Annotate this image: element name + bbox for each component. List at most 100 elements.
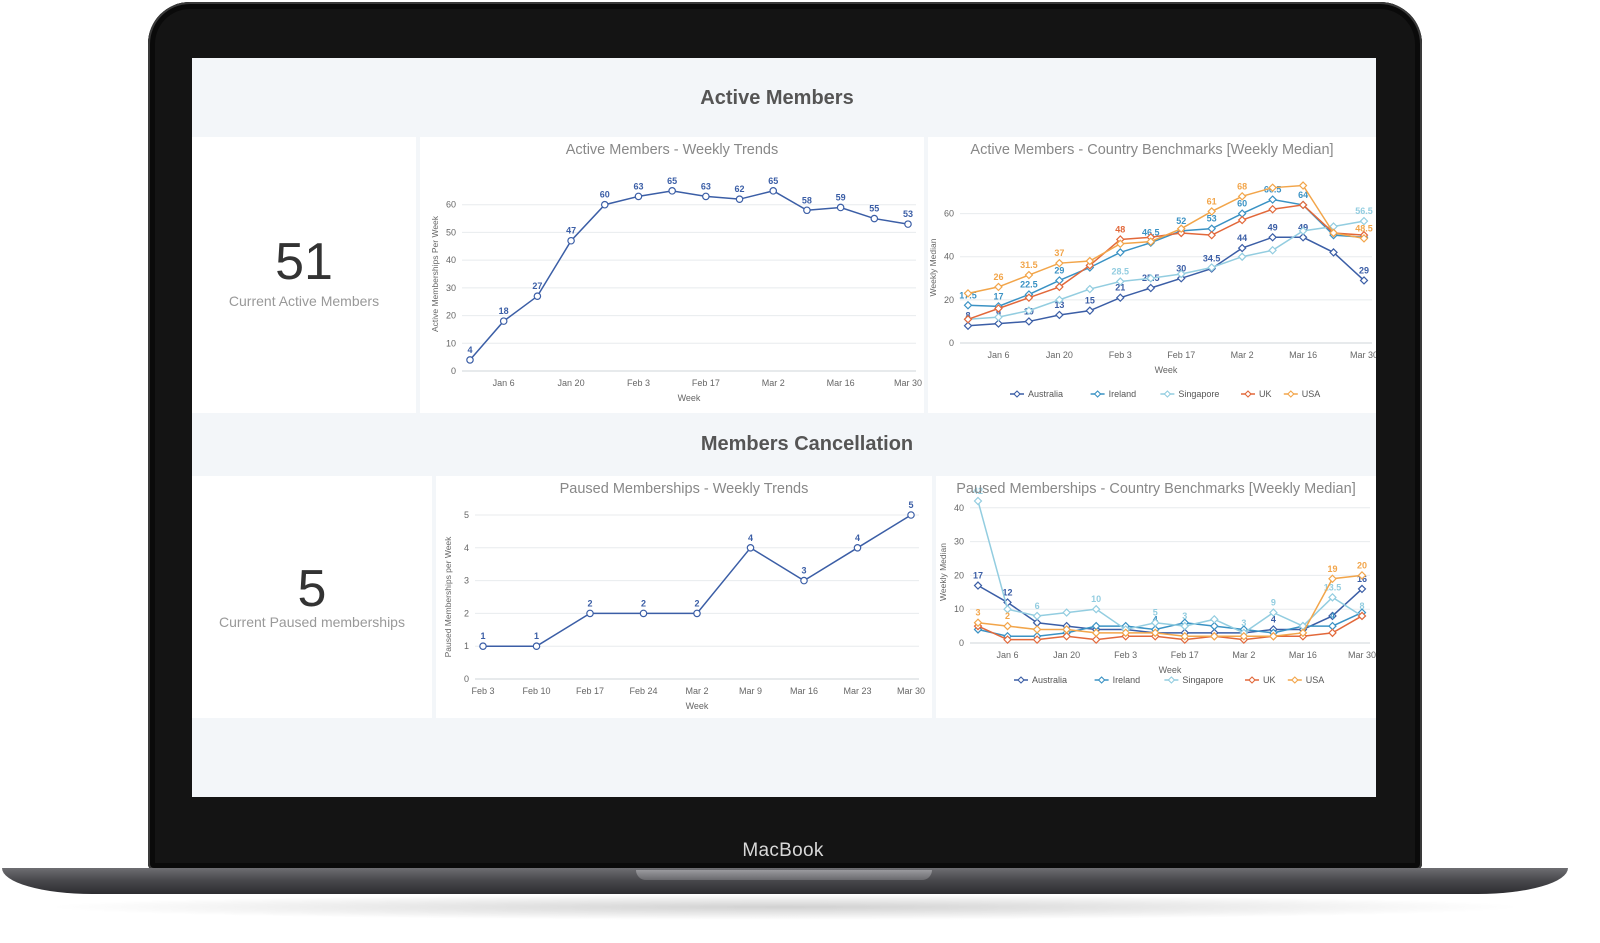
data-point — [479, 642, 487, 651]
data-label: 63 — [633, 181, 643, 191]
data-point — [769, 187, 778, 195]
data-label: 8 — [1359, 601, 1364, 611]
data-point — [1055, 282, 1064, 292]
data-point — [973, 618, 983, 628]
series-line — [977, 615, 1363, 641]
x-tick-label: Mar 2 — [1231, 350, 1254, 360]
laptop-shadow — [40, 894, 1530, 920]
chart-card-paused-bench: Paused Memberships - Country Benchmarks … — [936, 476, 1376, 718]
data-label: 31.5 — [1020, 260, 1038, 270]
y-tick-label: 10 — [446, 338, 456, 348]
data-point — [1328, 611, 1337, 621]
data-point — [1062, 625, 1071, 634]
y-tick-label: 20 — [446, 311, 456, 321]
data-label: 4 — [467, 345, 472, 355]
data-point — [1032, 625, 1042, 634]
data-point — [600, 200, 609, 209]
data-label: 68 — [1237, 181, 1247, 191]
data-label: 3 — [975, 608, 980, 618]
data-point — [994, 282, 1003, 292]
data-label: 5 — [908, 500, 913, 510]
data-point — [533, 292, 542, 300]
data-point — [746, 544, 755, 552]
data-point — [963, 300, 973, 310]
data-point — [1085, 284, 1095, 294]
x-tick-label: Mar 30 — [894, 378, 922, 388]
data-point — [800, 576, 808, 585]
x-tick-label: Jan 20 — [558, 378, 585, 388]
data-point — [1357, 584, 1367, 594]
data-point — [1298, 628, 1308, 638]
data-point — [1180, 621, 1190, 631]
data-point — [1237, 191, 1247, 201]
data-point — [1268, 183, 1277, 193]
data-point — [1268, 232, 1277, 242]
data-point — [1359, 234, 1369, 243]
y-tick-label: 60 — [446, 200, 456, 210]
data-label: 55 — [869, 204, 879, 214]
legend-marker — [1244, 390, 1252, 398]
chart-title: Paused Memberships - Weekly Trends — [559, 481, 809, 497]
x-tick-label: Mar 2 — [1232, 650, 1255, 660]
active-trend-chart: 0 10 20 30 40 50 60 Jan 6 Jan 20 Feb 3 Feb 17 Mar 2… — [430, 176, 922, 403]
y-tick-label: 0 — [959, 638, 964, 648]
data-label: 58 — [802, 195, 812, 205]
data-point — [1239, 631, 1249, 641]
x-tick-label: Jan 20 — [1053, 650, 1080, 660]
data-label: 9 — [1271, 598, 1276, 608]
series-line — [977, 584, 1363, 634]
x-tick-label: Mar 2 — [685, 686, 708, 696]
legend-marker — [1167, 676, 1176, 684]
data-label: 65 — [667, 176, 677, 186]
data-point — [1121, 628, 1131, 638]
y-tick-label: 40 — [954, 503, 964, 513]
y-tick-label: 1 — [464, 641, 469, 651]
x-tick-label: Mar 16 — [1289, 650, 1317, 660]
data-label: 30 — [1176, 263, 1186, 273]
series-line — [977, 574, 1363, 637]
chart-title: Paused Memberships - Country Benchmarks … — [956, 481, 1356, 497]
x-tick-label: Feb 17 — [692, 378, 720, 388]
data-point — [1115, 239, 1125, 249]
data-point — [1269, 631, 1278, 641]
data-point — [1328, 593, 1337, 602]
x-tick-label: Jan 6 — [997, 650, 1019, 660]
data-point — [1062, 608, 1071, 617]
data-point — [1055, 295, 1064, 305]
data-label: 4 — [748, 533, 753, 543]
legend-label: USA — [1302, 389, 1321, 399]
data-point — [870, 214, 879, 223]
data-point — [1209, 631, 1219, 641]
paused-bench-chart: 0 10 20 30 40 Jan 6 Jan 20 Feb 3 Feb 17 Mar 2 Mar … — [938, 486, 1376, 685]
y-tick-label: 40 — [944, 252, 954, 262]
data-point — [1024, 317, 1034, 326]
y-tick-label: 0 — [464, 674, 469, 684]
y-tick-label: 20 — [954, 570, 964, 580]
data-point — [1150, 618, 1160, 628]
chart-card-paused-trend: Paused Memberships - Weekly Trends 0 1 2 3 4… — [436, 476, 932, 718]
data-point — [1146, 283, 1156, 293]
data-point — [1298, 232, 1308, 242]
y-tick-label: 5 — [464, 510, 469, 520]
x-axis-label: Week — [686, 701, 709, 711]
data-point — [1237, 243, 1247, 253]
data-point — [1237, 215, 1247, 225]
data-label: 48.5 — [1355, 223, 1373, 233]
legend-marker — [1287, 390, 1295, 398]
data-point — [994, 319, 1003, 328]
data-point — [1207, 263, 1217, 272]
x-tick-label: Mar 16 — [1289, 350, 1317, 360]
x-tick-label: Feb 17 — [1171, 650, 1199, 660]
x-tick-label: Feb 3 — [471, 686, 494, 696]
data-point — [973, 581, 983, 590]
data-point — [1298, 226, 1308, 236]
y-tick-label: 50 — [446, 227, 456, 237]
x-tick-label: Mar 16 — [790, 686, 818, 696]
y-axis-label: Weekly Median — [938, 543, 948, 601]
data-point — [836, 203, 845, 212]
data-point — [1176, 224, 1186, 234]
legend-marker — [1163, 390, 1172, 398]
data-point — [1146, 273, 1156, 283]
data-point — [634, 192, 643, 201]
x-tick-label: Mar 2 — [762, 378, 785, 388]
